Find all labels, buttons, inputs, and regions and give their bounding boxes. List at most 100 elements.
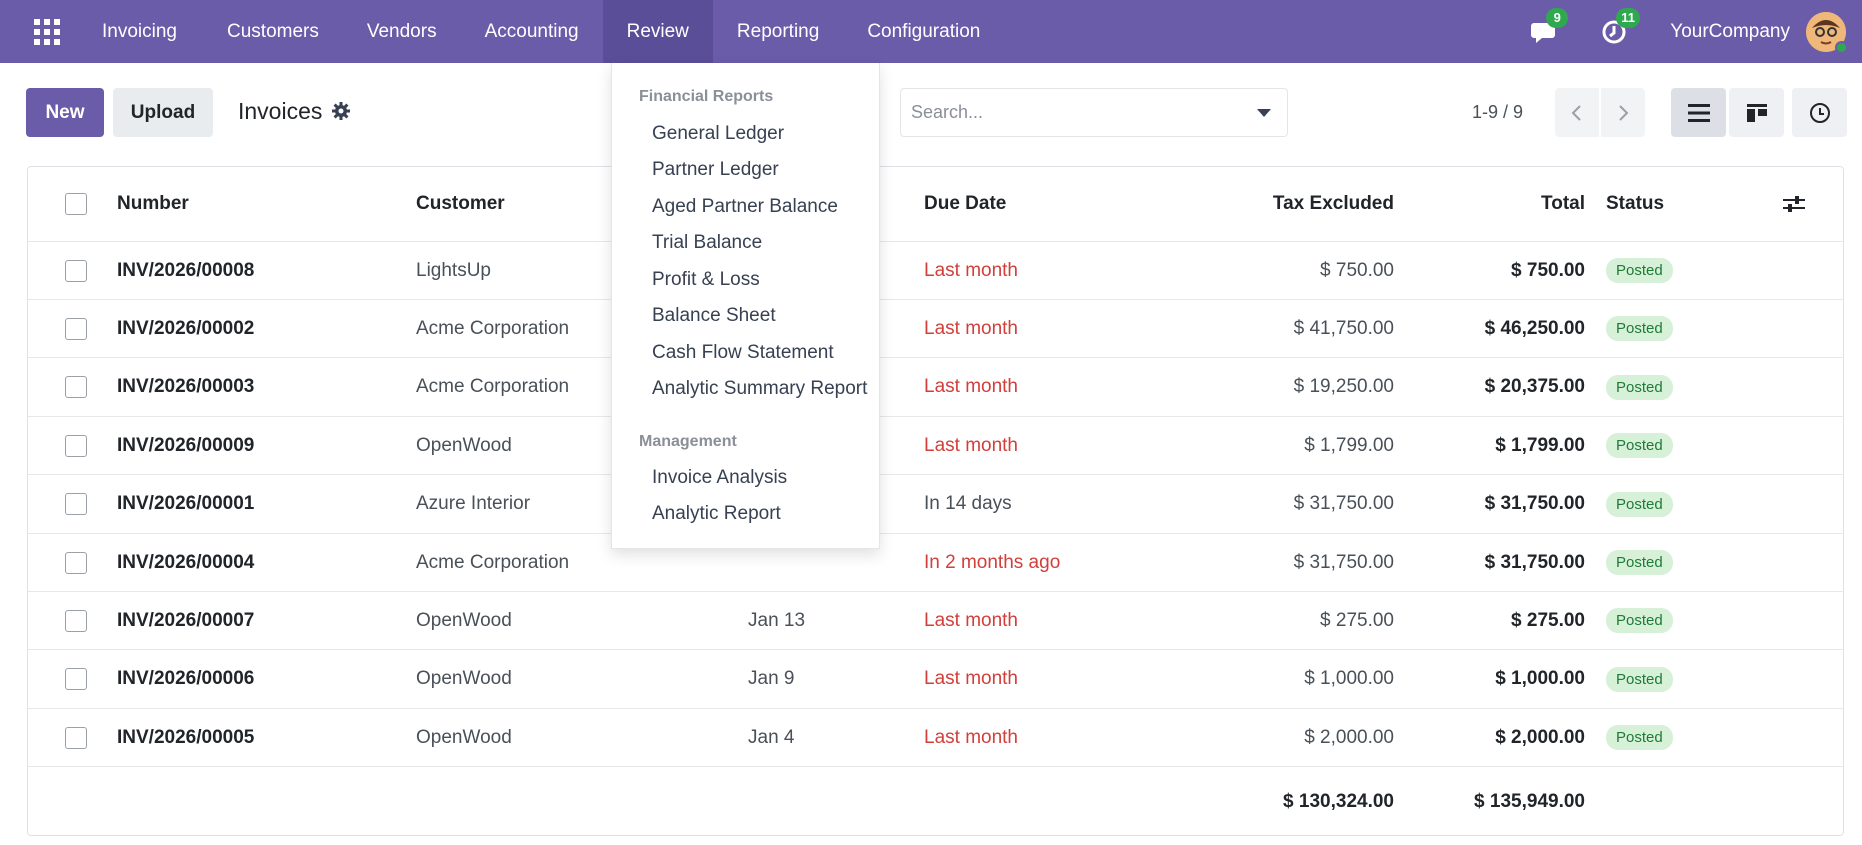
cell-number: INV/2026/00007 [117,609,255,631]
messages-badge: 9 [1546,7,1569,28]
cell-status: Posted [1606,476,1673,533]
dropdown-item-aged-partner-balance[interactable]: Aged Partner Balance [652,196,838,217]
dropdown-item-analytic-summary-report[interactable]: Analytic Summary Report [652,378,868,399]
header-total[interactable]: Total [1541,193,1585,214]
dropdown-item-analytic-report[interactable]: Analytic Report [652,503,781,524]
row-checkbox-cell [64,359,88,416]
dropdown-item-cash-flow-statement[interactable]: Cash Flow Statement [652,342,834,363]
cell-status: Posted [1606,534,1673,591]
row-checkbox[interactable] [65,726,87,749]
status-badge: Posted [1606,374,1673,400]
status-badge: Posted [1606,316,1673,342]
menu-brand-invoicing[interactable]: Invoicing [102,20,177,42]
row-checkbox-cell [64,709,88,766]
cell-total: $ 31,750.00 [1484,551,1585,573]
dropdown-item-general-ledger[interactable]: General Ledger [652,123,785,144]
menu-accounting[interactable]: Accounting [484,20,579,42]
row-checkbox-cell [64,417,88,474]
row-checkbox[interactable] [65,259,87,282]
dropdown-item-partner-ledger[interactable]: Partner Ledger [652,159,779,180]
header-status[interactable]: Status [1606,193,1665,214]
cell-number: INV/2026/00005 [117,726,255,748]
messages-icon[interactable]: 9 [1530,7,1569,47]
cell-invoice-date: Jan 9 [748,668,795,690]
search-box [900,88,1288,137]
cell-total: $ 750.00 [1511,259,1585,281]
status-badge: Posted [1606,433,1673,459]
cell-due-date: Last month [924,609,1018,631]
invoices-table: Number Customer Due Date Tax Excluded To… [27,166,1844,836]
gear-icon[interactable] [331,101,351,121]
header-number[interactable]: Number [117,193,189,214]
header-tax-excluded[interactable]: Tax Excluded [1272,193,1394,214]
apps-grid-icon[interactable] [0,0,94,63]
table-row[interactable]: INV/2026/00004 Acme Corporation In 2 month… [28,534,1843,592]
optional-columns-sliders-icon[interactable] [1783,167,1807,241]
row-checkbox-cell [64,300,88,357]
row-checkbox[interactable] [65,317,87,340]
list-view-icon[interactable] [1671,88,1726,137]
cell-number: INV/2026/00002 [117,317,255,339]
cell-total: $ 31,750.00 [1484,493,1585,515]
upload-button[interactable]: Upload [113,88,213,137]
header-customer[interactable]: Customer [416,193,505,214]
table-row[interactable]: INV/2026/00003 Acme Corporation Last month… [28,359,1843,417]
row-checkbox[interactable] [65,668,87,691]
cell-total: $ 20,375.00 [1484,376,1585,398]
row-checkbox[interactable] [65,609,87,632]
dropdown-item-trial-balance[interactable]: Trial Balance [652,232,763,253]
cell-invoice-date: Jan 13 [748,609,806,631]
cell-status: Posted [1606,651,1673,708]
online-status-dot [1835,40,1848,54]
select-all-checkbox[interactable] [65,193,87,215]
kanban-view-icon[interactable] [1729,88,1784,137]
top-navbar: Invoicing Customers Vendors Accounting R… [0,0,1862,63]
activities-badge: 11 [1616,7,1641,28]
row-checkbox[interactable] [65,493,87,516]
menu-vendors[interactable]: Vendors [366,20,437,42]
company-switcher[interactable]: YourCompany [1670,20,1790,42]
menu-review[interactable]: Review [602,0,713,63]
dropdown-section-management: Management [639,433,737,450]
row-checkbox[interactable] [65,434,87,457]
table-totals-row: $ 130,324.00 $ 135,949.00 [28,773,1843,831]
user-avatar[interactable] [1806,11,1848,54]
cell-customer: Acme Corporation [416,551,570,573]
dropdown-item-balance-sheet[interactable]: Balance Sheet [652,305,776,326]
cell-number: INV/2026/00001 [117,493,255,515]
dropdown-section-financial-reports: Financial Reports [639,88,774,105]
dropdown-item-invoice-analysis[interactable]: Invoice Analysis [652,467,788,488]
cell-tax-excluded: $ 41,750.00 [1293,317,1394,339]
row-checkbox[interactable] [65,551,87,574]
activities-clock-icon[interactable]: 11 [1600,7,1641,47]
table-row[interactable]: INV/2026/00001 Azure Interior In 14 days $ … [28,476,1843,534]
new-button[interactable]: New [26,88,104,137]
cell-customer: LightsUp [416,259,491,281]
cell-total: $ 1,000.00 [1495,668,1585,690]
dropdown-item-profit-loss[interactable]: Profit & Loss [652,269,760,290]
cell-customer: OpenWood [416,726,512,748]
menu-customers[interactable]: Customers [227,20,319,42]
row-checkbox-cell [64,534,88,591]
cell-number: INV/2026/00006 [117,668,255,690]
header-due-date[interactable]: Due Date [924,193,1007,214]
pager-previous-button[interactable] [1555,88,1599,137]
pager-value[interactable]: 1-9 / 9 [1472,102,1524,122]
cell-tax-excluded: $ 19,250.00 [1293,376,1394,398]
table-row[interactable]: INV/2026/00009 OpenWood Last month $ 1,799.… [28,417,1843,476]
table-row[interactable]: INV/2026/00002 Acme Corporation Last month… [28,300,1843,359]
row-checkbox[interactable] [65,376,87,399]
table-row[interactable]: INV/2026/00006 OpenWood Jan 9 Last month $ 1… [28,651,1843,709]
activity-view-clock-icon[interactable] [1792,88,1847,137]
menu-reporting[interactable]: Reporting [736,20,820,42]
status-badge: Posted [1606,550,1673,575]
menu-configuration[interactable]: Configuration [867,20,981,42]
row-checkbox-cell [64,592,88,649]
search-options-caret-icon[interactable] [1257,109,1271,117]
table-row[interactable]: INV/2026/00007 OpenWood Jan 13 Last month $ … [28,592,1843,651]
cell-due-date: Last month [924,317,1018,339]
table-row[interactable]: INV/2026/00008 LightsUp Last month $ 750.00… [28,242,1843,300]
table-row[interactable]: INV/2026/00005 OpenWood Jan 4 Last month $ 2… [28,709,1843,768]
pager-next-button[interactable] [1601,88,1645,137]
search-input[interactable] [911,89,1241,136]
